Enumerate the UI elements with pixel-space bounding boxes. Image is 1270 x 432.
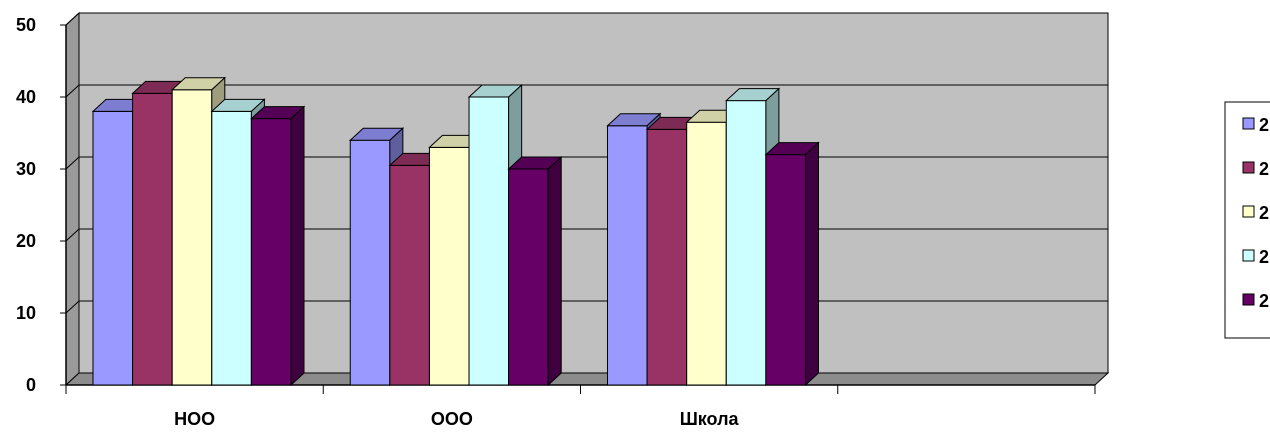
bar-front	[349, 139, 391, 386]
legend-item: 2	[1242, 159, 1269, 179]
bar-front	[92, 110, 134, 386]
category-label: НОО	[174, 409, 215, 429]
gridline	[65, 84, 1108, 98]
y-tick-labels: 0 10 20 30 40 50	[16, 15, 36, 395]
legend-label: 2	[1259, 247, 1269, 267]
bar-front	[132, 92, 173, 386]
y-tick-label: 20	[16, 231, 36, 251]
category-label: Школа	[680, 409, 740, 429]
legend-label: 2	[1259, 115, 1269, 135]
y-tick-label: 40	[16, 87, 36, 107]
bar-front	[389, 164, 430, 386]
legend-swatch	[1242, 161, 1255, 174]
bar-front	[428, 146, 470, 386]
bar-front	[250, 118, 292, 386]
bar-front	[765, 154, 807, 386]
bar-front	[725, 100, 767, 386]
legend-label: 2	[1259, 291, 1269, 311]
bar-front	[211, 110, 252, 386]
legend-item: 2	[1242, 203, 1269, 223]
y-tick-label: 50	[16, 15, 36, 35]
bar-front	[607, 125, 648, 386]
legend-label: 2	[1259, 203, 1269, 223]
bar-front	[686, 121, 727, 386]
bar-front	[508, 168, 549, 386]
category-label: ООО	[431, 409, 473, 429]
y-tick-label: 10	[16, 303, 36, 323]
gridline	[65, 12, 1108, 26]
legend-label: 2	[1259, 159, 1269, 179]
bar-front	[468, 96, 510, 386]
legend: 2 2 2 2 2	[1224, 101, 1270, 339]
bar	[250, 105, 306, 387]
legend-swatch	[1242, 117, 1255, 130]
bar	[764, 141, 820, 387]
bar-side	[547, 155, 562, 387]
bar	[507, 155, 563, 387]
legend-swatch	[1242, 205, 1255, 218]
y-tick-label: 0	[26, 375, 36, 395]
legend-item: 2	[1242, 115, 1269, 135]
legend-swatch	[1242, 293, 1255, 306]
side-wall	[65, 11, 80, 387]
y-tick-label: 30	[16, 159, 36, 179]
category-labels: НОО ООО Школа	[174, 409, 739, 429]
bar-front	[646, 128, 688, 386]
legend-item: 2	[1242, 247, 1269, 267]
legend-item: 2	[1242, 291, 1269, 311]
legend-swatch	[1242, 249, 1255, 262]
bar-side	[290, 105, 305, 387]
bars	[91, 76, 820, 387]
bar-side	[805, 141, 819, 387]
bar-front	[171, 89, 213, 386]
